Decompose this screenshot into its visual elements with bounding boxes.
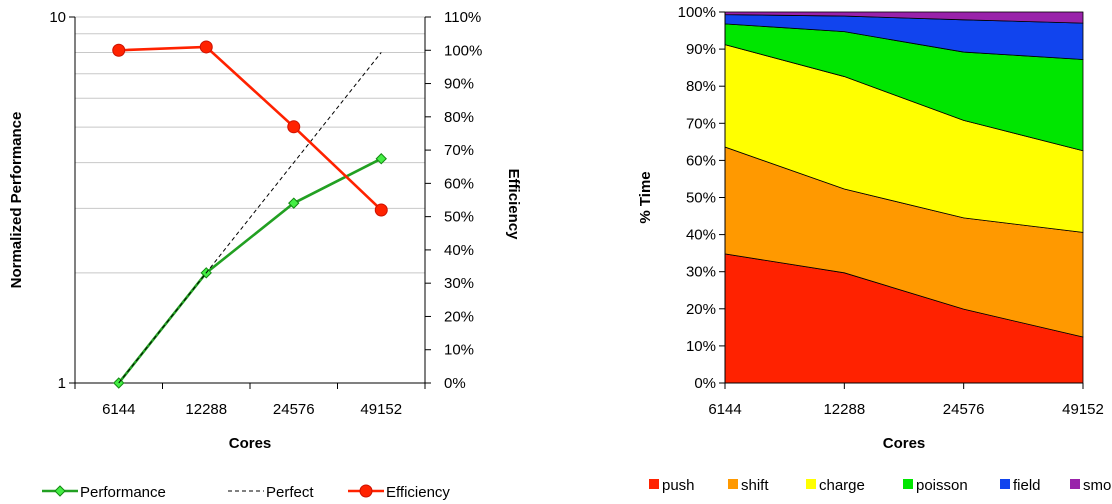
y2-tick-label: 50% bbox=[444, 209, 474, 226]
efficiency-point bbox=[374, 203, 388, 217]
y2-tick-label: 80% bbox=[444, 109, 474, 126]
time-breakdown-chart: % Time Cores 0% 10% 20% 30% 40% 50% 60% 70% 80% 9… bbox=[637, 4, 1112, 494]
y-tick-label: 40% bbox=[686, 227, 716, 244]
legend-label-charge: charge bbox=[819, 477, 865, 494]
legend-label-perfect: Perfect bbox=[266, 484, 314, 501]
y2-tick-label: 0% bbox=[444, 375, 466, 392]
legend-label-poisson: poisson bbox=[916, 477, 968, 494]
x-tick-label: 6144 bbox=[708, 401, 741, 418]
legend-swatch-field bbox=[1000, 479, 1010, 489]
y-tick-label: 100% bbox=[678, 4, 716, 21]
performance-point bbox=[375, 153, 387, 165]
x-tick-label: 24576 bbox=[273, 401, 315, 418]
y-tick-label: 90% bbox=[686, 41, 716, 58]
x-tick-label: 12288 bbox=[185, 401, 227, 418]
efficiency-point bbox=[199, 40, 213, 54]
y2-tick-label: 90% bbox=[444, 76, 474, 93]
legend-marker-efficiency bbox=[359, 484, 373, 498]
legend-swatch-push bbox=[649, 479, 659, 489]
x-tick-label: 12288 bbox=[823, 401, 865, 418]
legend-label-field: field bbox=[1013, 477, 1041, 494]
legend-label-push: push bbox=[662, 477, 695, 494]
legend-marker-performance bbox=[54, 485, 66, 497]
y-tick-label: 80% bbox=[686, 78, 716, 95]
y-tick-label: 50% bbox=[686, 190, 716, 207]
legend-label-performance: Performance bbox=[80, 484, 166, 501]
performance-point bbox=[288, 197, 300, 209]
y2-tick-label: 20% bbox=[444, 308, 474, 325]
efficiency-point bbox=[287, 120, 301, 134]
y2-axis-title-efficiency: Efficiency bbox=[505, 169, 522, 241]
performance-series-line bbox=[117, 157, 382, 384]
x-tick-label: 24576 bbox=[943, 401, 985, 418]
y2-tick-label: 100% bbox=[444, 42, 482, 59]
legend-label-efficiency: Efficiency bbox=[386, 484, 450, 501]
y-tick-label: 10 bbox=[49, 9, 66, 26]
y2-tick-label: 40% bbox=[444, 242, 474, 259]
perfect-series-line bbox=[118, 52, 382, 384]
x-axis-title-cores: Cores bbox=[229, 435, 272, 452]
x-tick-label: 49152 bbox=[1062, 401, 1104, 418]
y-tick-label: 1 bbox=[58, 375, 66, 392]
efficiency-series-line bbox=[118, 45, 383, 211]
y-tick-label: 10% bbox=[686, 338, 716, 355]
y-axis-title-percent-time: % Time bbox=[637, 171, 654, 223]
x-axis-title-cores: Cores bbox=[883, 435, 926, 452]
legend-swatch-smooth bbox=[1070, 479, 1080, 489]
x-tick-label: 6144 bbox=[102, 401, 135, 418]
y2-tick-label: 70% bbox=[444, 142, 474, 159]
y2-tick-label: 60% bbox=[444, 175, 474, 192]
legend-swatch-poisson bbox=[903, 479, 913, 489]
efficiency-point bbox=[112, 43, 126, 57]
y-tick-label: 20% bbox=[686, 301, 716, 318]
y-tick-label: 70% bbox=[686, 115, 716, 132]
y-tick-label: 60% bbox=[686, 152, 716, 169]
y2-tick-label: 110% bbox=[444, 9, 481, 26]
x-tick-label: 49152 bbox=[360, 401, 402, 418]
y-tick-label: 30% bbox=[686, 264, 716, 281]
area-smooth bbox=[724, 11, 1084, 24]
y2-tick-label: 30% bbox=[444, 275, 474, 292]
legend-label-smooth: smooth bbox=[1083, 477, 1112, 494]
legend-swatch-shift bbox=[728, 479, 738, 489]
y2-tick-label: 10% bbox=[444, 342, 474, 359]
y-axis-title-normalized-performance: Normalized Performance bbox=[8, 112, 25, 289]
y-tick-label: 0% bbox=[694, 375, 716, 392]
legend-label-shift: shift bbox=[741, 477, 769, 494]
performance-efficiency-chart: Normalized Performance Efficiency Cores … bbox=[8, 9, 522, 501]
legend-swatch-charge bbox=[806, 479, 816, 489]
